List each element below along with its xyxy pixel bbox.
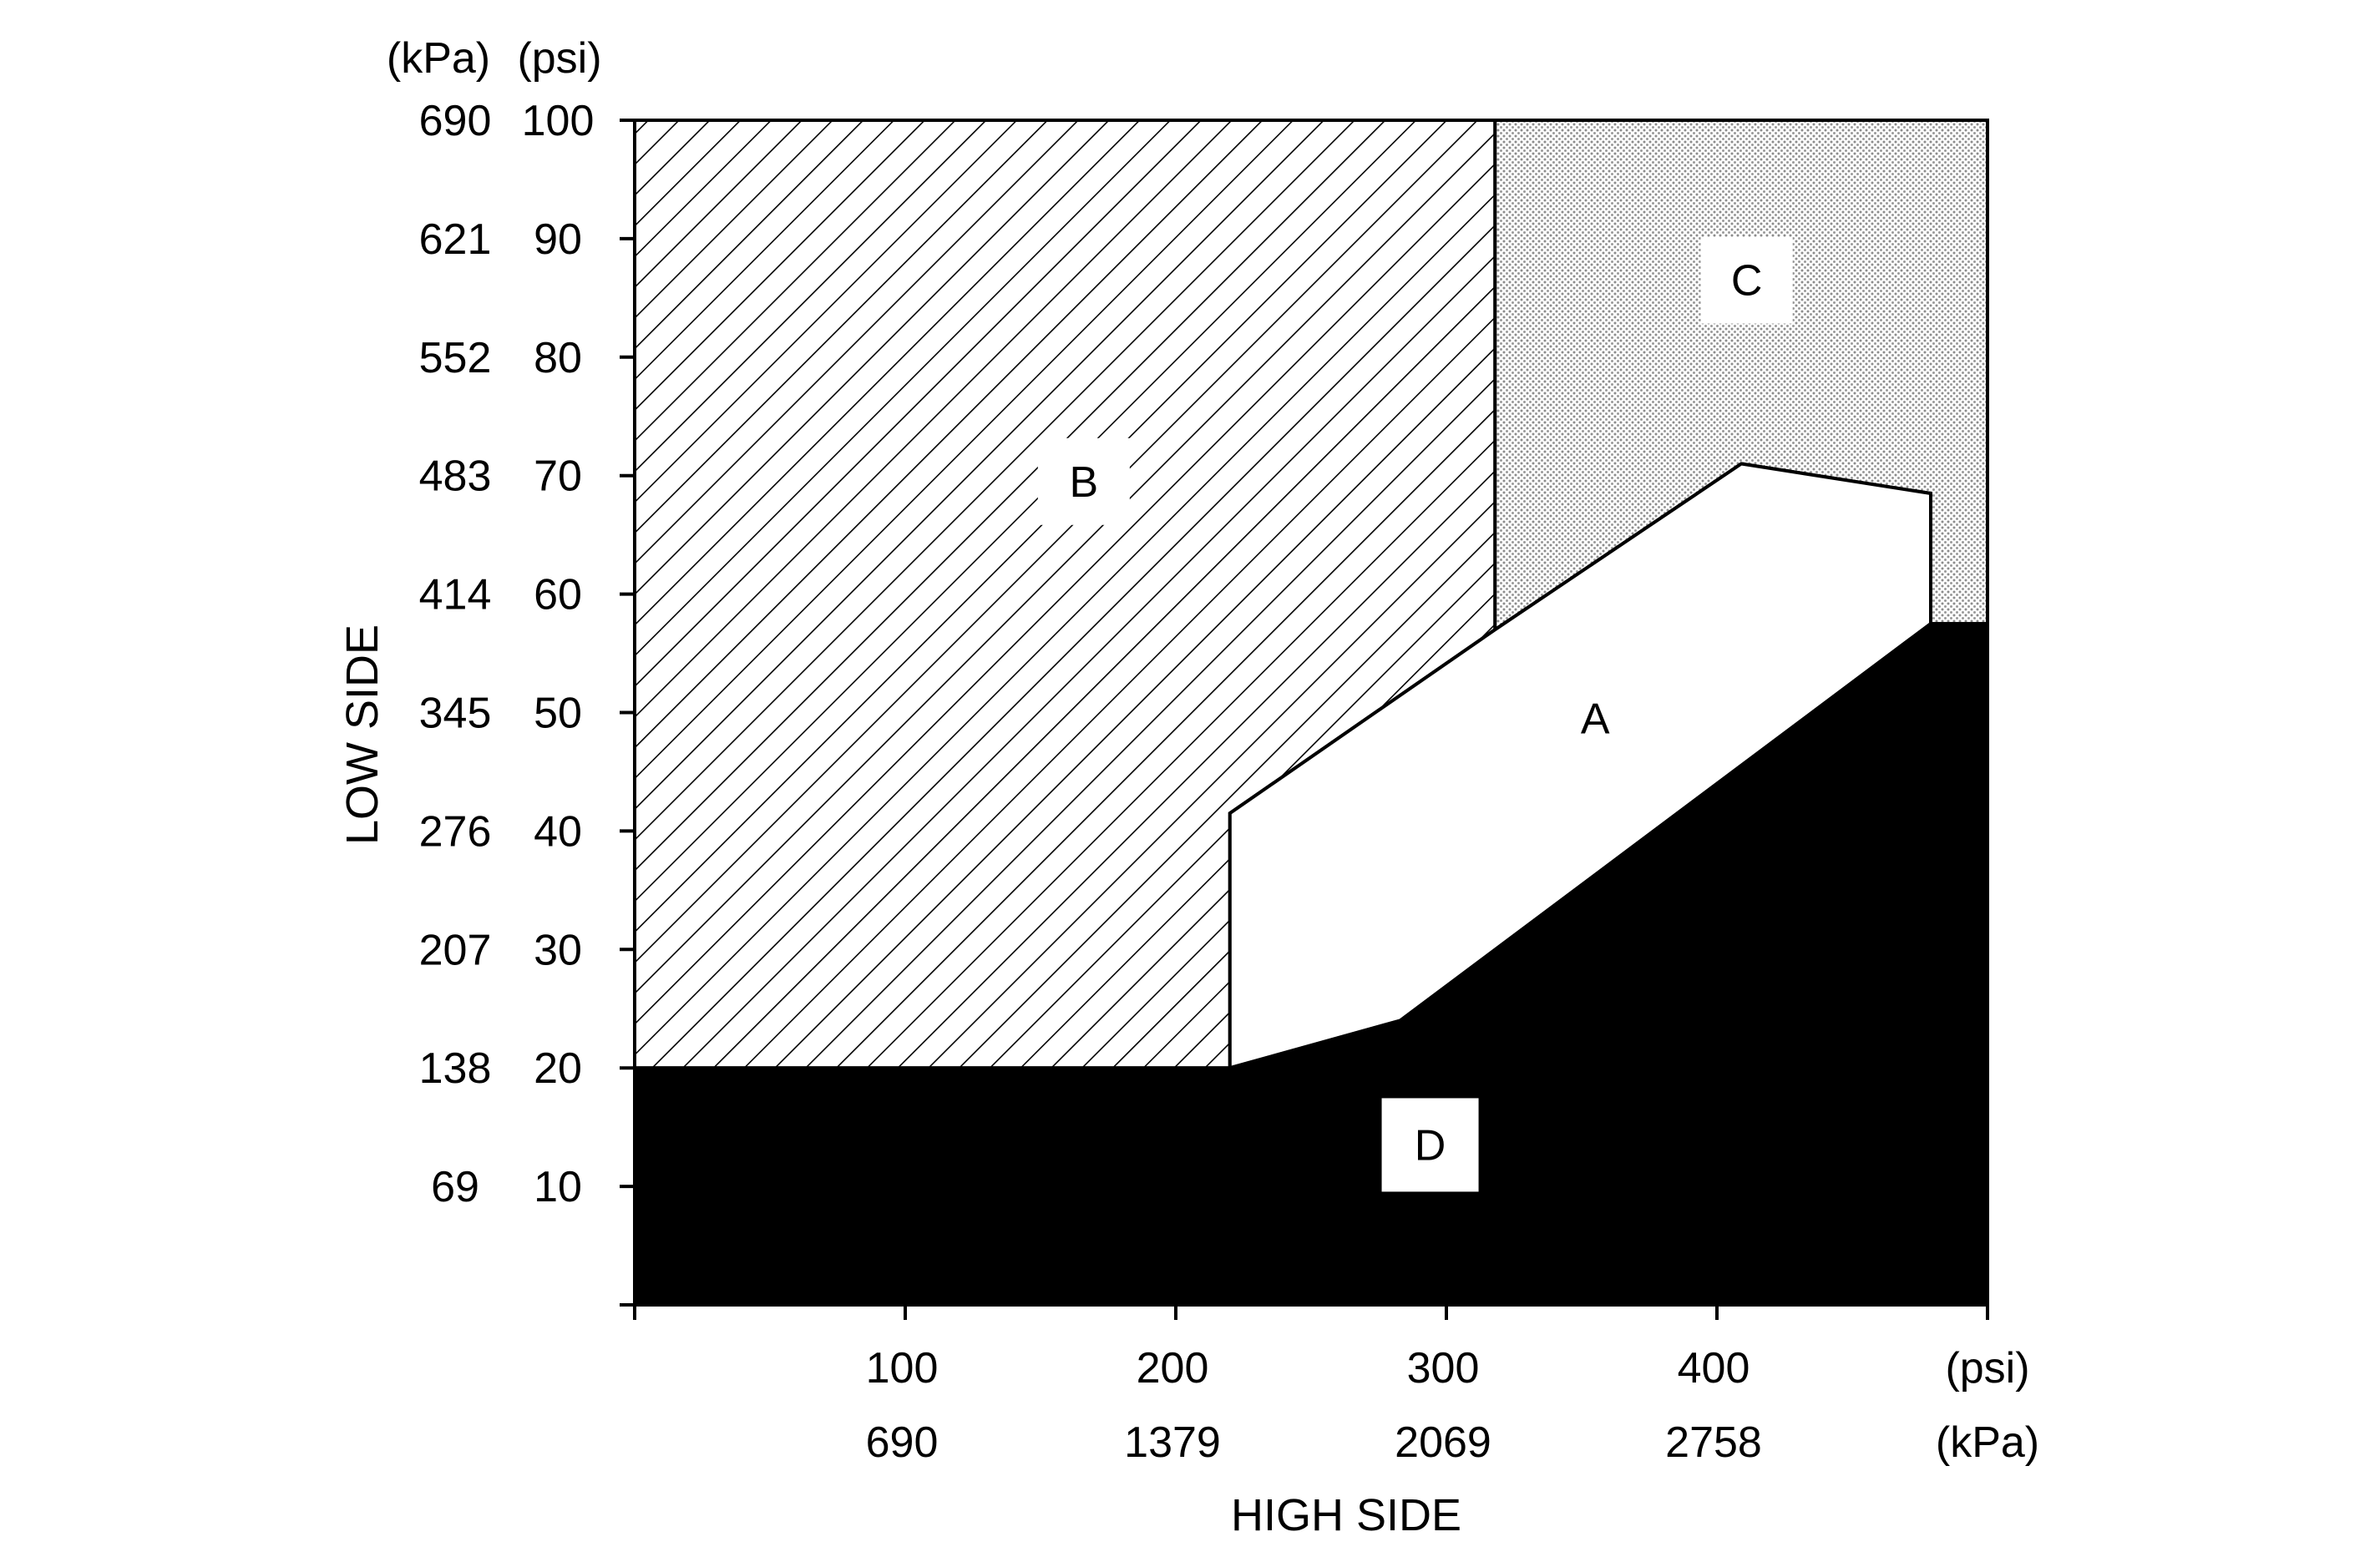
region-label-c-box xyxy=(1700,236,1793,324)
region-label-b-group: B xyxy=(1037,437,1130,525)
x-unit-kpa: (kPa) xyxy=(1936,1418,2039,1467)
x-tick-label-psi: 100 xyxy=(866,1344,939,1393)
y-tick-label-kpa: 552 xyxy=(419,334,492,382)
region-label-a: A xyxy=(1581,695,1610,744)
axis-labels: (kPa) (psi) (psi) (kPa) HIGH SIDE LOW SI… xyxy=(337,34,2039,1540)
y-tick-label-psi: 50 xyxy=(534,690,582,738)
axis-ticks: 690 100 621 90 552 80 483 70 414 60 345 50 276 40 207 3… xyxy=(419,97,1989,1467)
x-tick-label-kpa: 690 xyxy=(866,1418,939,1467)
y-tick-label-psi: 90 xyxy=(534,215,582,264)
x-tick-label-psi: 300 xyxy=(1407,1344,1480,1393)
region-label-c: C xyxy=(1731,257,1763,306)
y-tick-label-psi: 40 xyxy=(534,807,582,856)
x-tick-label-kpa: 2069 xyxy=(1395,1418,1491,1467)
y-unit-psi: (psi) xyxy=(517,34,601,83)
y-tick-label-kpa: 207 xyxy=(419,926,492,974)
y-tick-label-kpa: 690 xyxy=(419,97,492,145)
y-tick-label-psi: 30 xyxy=(534,926,582,974)
x-tick-label-psi: 200 xyxy=(1137,1344,1209,1393)
region-labels: B C A D xyxy=(1037,236,1793,1192)
x-axis-title: HIGH SIDE xyxy=(1231,1490,1461,1540)
y-tick-label-kpa: 621 xyxy=(419,215,492,264)
y-tick-label-kpa: 483 xyxy=(419,452,492,501)
y-tick-label-kpa: 69 xyxy=(431,1163,479,1211)
y-tick-label-kpa: 414 xyxy=(419,571,492,619)
region-label-d: D xyxy=(1415,1121,1446,1170)
y-tick-label-kpa: 138 xyxy=(419,1044,492,1093)
region-label-a-group: A xyxy=(1581,695,1610,744)
region-label-d-box xyxy=(1381,1098,1479,1192)
y-tick-label-kpa: 345 xyxy=(419,690,492,738)
x-tick-label-kpa: 1379 xyxy=(1124,1418,1221,1467)
y-tick-label-psi: 80 xyxy=(534,334,582,382)
region-label-b-box xyxy=(1037,437,1130,525)
x-tick-label-kpa: 2758 xyxy=(1665,1418,1762,1467)
y-axis-title: LOW SIDE xyxy=(337,624,387,845)
region-label-c-group: C xyxy=(1700,236,1793,324)
y-tick-label-psi: 100 xyxy=(522,97,595,145)
y-tick-label-psi: 60 xyxy=(534,571,582,619)
region-label-b: B xyxy=(1069,458,1098,507)
region-label-d-group: D xyxy=(1381,1098,1479,1192)
y-tick-label-psi: 20 xyxy=(534,1044,582,1093)
regions-layer xyxy=(633,119,1989,1307)
y-tick-label-psi: 10 xyxy=(534,1163,582,1211)
y-unit-kpa: (kPa) xyxy=(387,34,490,83)
x-tick-label-psi: 400 xyxy=(1678,1344,1750,1393)
y-tick-label-kpa: 276 xyxy=(419,807,492,856)
x-unit-psi: (psi) xyxy=(1945,1344,2029,1393)
y-tick-label-psi: 70 xyxy=(534,452,582,501)
